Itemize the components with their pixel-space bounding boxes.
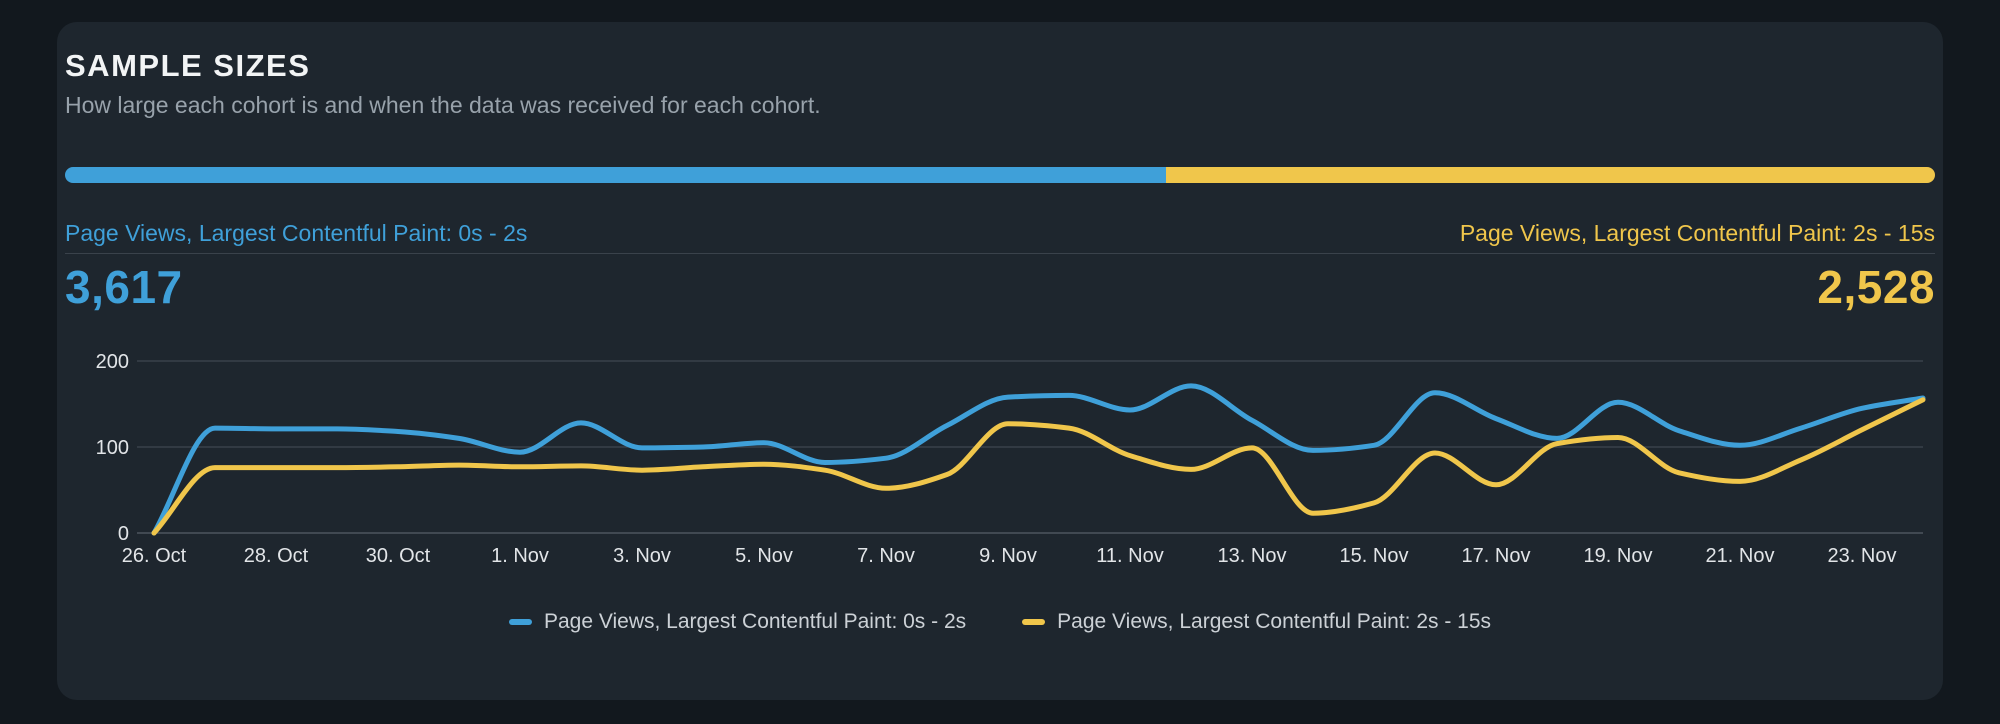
- x-axis-label: 30. Oct: [366, 545, 431, 567]
- x-axis-label: 19. Nov: [1584, 545, 1653, 567]
- cohort-count-2s-15s: 2,528: [1817, 261, 1935, 313]
- chart-legend: Page Views, Largest Contentful Paint: 0s…: [57, 610, 1943, 634]
- legend-item-0s-2s[interactable]: Page Views, Largest Contentful Paint: 0s…: [508, 610, 967, 634]
- page-title: SAMPLE SIZES: [65, 48, 311, 83]
- x-axis-label: 23. Nov: [1828, 545, 1897, 567]
- y-axis-label: 200: [96, 351, 129, 373]
- x-axis-label: 17. Nov: [1462, 545, 1531, 567]
- cohort-share-bar: [65, 167, 1935, 183]
- legend-item-2s-15s[interactable]: Page Views, Largest Contentful Paint: 2s…: [1022, 610, 1491, 634]
- y-axis-label: 100: [96, 437, 129, 459]
- legend-label-2s-15s: Page Views, Largest Contentful Paint: 2s…: [1057, 610, 1492, 633]
- series-line-2s-15s: [151, 397, 1926, 536]
- line-chart-canvas: 0 100 200 26. Oct 28. Oct 30. Oct 1. Nov 3. Nov…: [96, 351, 1926, 567]
- sample-sizes-card: SAMPLE SIZES How large each cohort is an…: [57, 22, 1943, 700]
- legend-label-0s-2s: Page Views, Largest Contentful Paint: 0s…: [543, 610, 967, 633]
- y-axis-label: 0: [118, 523, 129, 545]
- legend-swatch-yellow: [1022, 619, 1046, 625]
- x-axis-label: 28. Oct: [244, 545, 309, 567]
- divider-line: [65, 253, 1935, 254]
- x-axis-label: 15. Nov: [1340, 545, 1409, 567]
- legend-swatch-blue: [508, 619, 532, 625]
- x-axis-label: 1. Nov: [491, 545, 549, 567]
- x-axis-label: 13. Nov: [1218, 545, 1287, 567]
- x-axis-label: 26. Oct: [122, 545, 187, 567]
- cohort-label-2s-15s: Page Views, Largest Contentful Paint: 2s…: [1459, 220, 1935, 246]
- x-axis-label: 21. Nov: [1706, 545, 1775, 567]
- cohort-label-0s-2s: Page Views, Largest Contentful Paint: 0s…: [65, 220, 528, 246]
- page-subtitle: How large each cohort is and when the da…: [65, 92, 821, 118]
- cohort-share-segment-2s-15s[interactable]: [1166, 167, 1935, 183]
- x-axis-label: 3. Nov: [613, 545, 671, 567]
- cohort-share-segment-0s-2s[interactable]: [65, 167, 1167, 183]
- cohort-count-0s-2s: 3,617: [65, 261, 183, 313]
- cohort-label-row: Page Views, Largest Contentful Paint: 0s…: [65, 220, 1935, 247]
- x-axis-label: 5. Nov: [735, 545, 793, 567]
- x-axis-label: 9. Nov: [979, 545, 1037, 567]
- series-line-0s-2s: [151, 383, 1926, 536]
- x-axis-label: 7. Nov: [857, 545, 915, 567]
- sample-sizes-chart: 0 100 200 26. Oct 28. Oct 30. Oct 1. Nov 3. Nov…: [57, 340, 1943, 580]
- x-axis-label: 11. Nov: [1096, 545, 1163, 567]
- cohort-value-row: 3,617 2,528: [65, 260, 1935, 314]
